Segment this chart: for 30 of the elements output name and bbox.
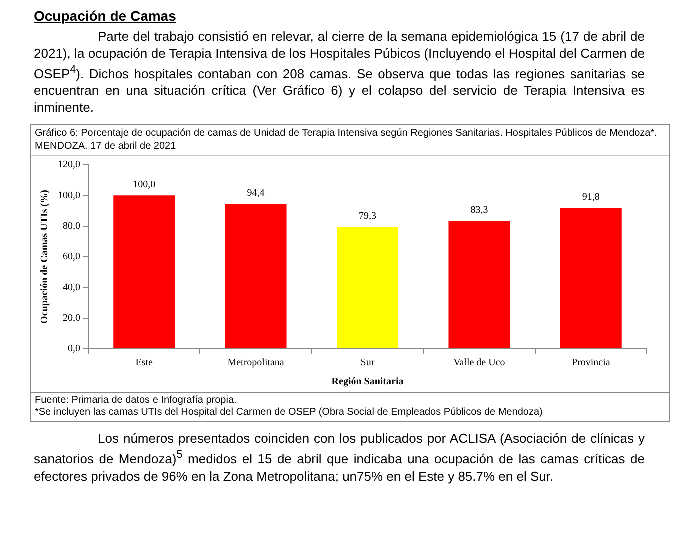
- bar: [448, 222, 510, 349]
- y-tick-label: 120,0: [58, 160, 80, 171]
- y-tick-label: 40,0: [63, 282, 80, 294]
- data-label: 91,8: [582, 192, 600, 204]
- data-label: 79,3: [359, 211, 376, 222]
- data-label: 83,3: [470, 205, 488, 216]
- source-note: Fuente: Primaria de datos e Infografía propia.: [35, 395, 238, 408]
- data-label: 100,0: [133, 180, 156, 191]
- bar: [114, 196, 176, 349]
- bar: [560, 208, 622, 349]
- x-tick-label: Sur: [360, 358, 376, 369]
- text: *Se incluyen las camas UTIs del Hospital del Carmen de OSEP (Obra Social de Empleados Públicos de Mendoza): [35, 407, 544, 420]
- text: Los números presentados coinciden con los publicados por ACLISA (Asociación de clínicas y sanatorios de Mendoza)$^{5}$ medidos el 15 de abril que indicaba una ocupación de las camas críticas de efectores privados de 96% en la Zona Metropolitana; un75% en el Este y 85.7% en el Sur.: [33, 430, 646, 485]
- data-label: 94,4: [247, 188, 265, 200]
- x-tick-label: Metropolitana: [228, 358, 285, 369]
- y-tick-label: 0,0: [68, 344, 80, 355]
- bar: [337, 228, 398, 349]
- chart-title: Gráfico 6: Porcentaje de ocupación de camas de Unidad de Terapia Intensiva según Regiones Sanitarias. Hospitales Públicos de Mendoza*. MENDOZA. 17 de abril de 2021: [31, 125, 669, 156]
- x-tick-label: Provincia: [572, 358, 611, 369]
- y-tick-label: 100,0: [58, 190, 80, 202]
- x-axis-title: Región Sanitaria: [332, 376, 404, 388]
- y-tick-label: 60,0: [63, 252, 80, 263]
- y-axis-title: Ocupación de Camas UTIs (%): [40, 190, 51, 324]
- x-tick-label: Valle de Uco: [454, 358, 506, 369]
- y-tick-label: 80,0: [63, 221, 80, 232]
- y-tick-label: 20,0: [63, 313, 80, 324]
- text: Parte del trabajo consistió en relevar, al cierre de la semana epidemiológica 15 (17 de abril de 2021), la ocupación de Terapia Intensiva de los Hospitales Púbicos (Incluyendo el Hospital del Carmen de OSEP$^{4}$). Dichos hospitales contaban con 208 camas. Se observa que todas las regiones sanitarias se encuentran en una situación crítica (Ver Gráfico 6) y el colapso del servicio de Terapia Intensiva es inminente.: [33, 28, 646, 116]
- bar: [225, 204, 287, 349]
- text: Ocupación de Camas: [33, 8, 178, 26]
- x-tick-label: Este: [136, 358, 154, 369]
